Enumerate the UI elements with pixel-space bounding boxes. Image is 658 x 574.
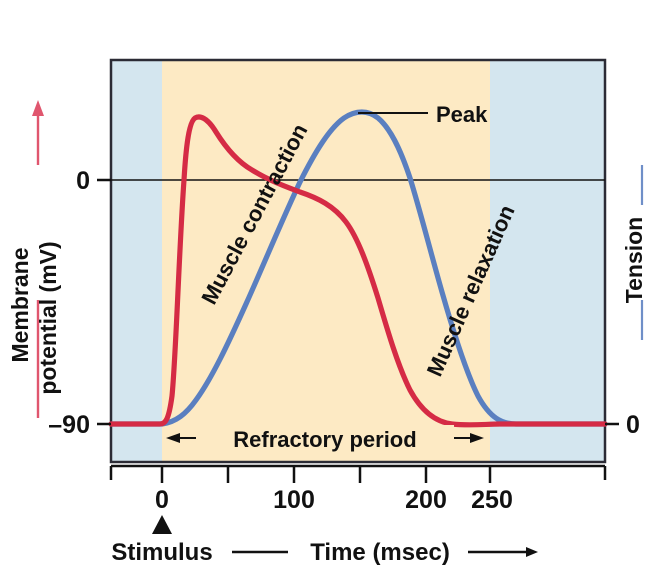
action-potential-curve bbox=[108, 114, 608, 428]
refractory-period-annotation: Refractory period bbox=[166, 425, 484, 452]
stimulus-marker-triangle bbox=[152, 515, 172, 534]
peak-label: Peak bbox=[436, 102, 488, 127]
left-axis-title-line2: potential (mV) bbox=[35, 241, 61, 394]
x-tick-label-200: 200 bbox=[405, 486, 447, 514]
right-axis: 0 Tension bbox=[605, 165, 647, 439]
x-axis-title-group: Time (msec) bbox=[232, 539, 538, 566]
stimulus-label: Stimulus bbox=[111, 539, 212, 566]
plot-background-bands bbox=[111, 60, 605, 462]
x-axis-title: Time (msec) bbox=[310, 539, 450, 566]
x-tick-label-0: 0 bbox=[155, 486, 169, 514]
left-axis-arrowhead-up bbox=[32, 100, 44, 116]
x-tick-label-250: 250 bbox=[471, 486, 513, 514]
left-axis: 0 –90 Membrane potential (mV) bbox=[7, 100, 111, 439]
x-tick-label-100: 100 bbox=[273, 486, 315, 514]
time-title-arrowhead bbox=[526, 547, 538, 557]
left-axis-title-line1: Membrane bbox=[7, 247, 33, 362]
x-axis: 0 100 200 250 bbox=[109, 464, 607, 514]
y-tick-label-minus90: –90 bbox=[48, 411, 90, 439]
refractory-arrow-right bbox=[470, 433, 484, 443]
refractory-arrow-left bbox=[166, 433, 180, 443]
band-pre-stimulus bbox=[111, 60, 162, 462]
right-axis-title: Tension bbox=[621, 217, 647, 303]
plot-frame bbox=[109, 58, 607, 464]
y-tick-label-0: 0 bbox=[76, 167, 90, 195]
right-y-tick-label-0: 0 bbox=[626, 411, 640, 439]
band-post-refractory bbox=[490, 60, 605, 462]
refractory-period-label: Refractory period bbox=[233, 427, 416, 452]
refractory-label-backdrop bbox=[196, 425, 454, 451]
